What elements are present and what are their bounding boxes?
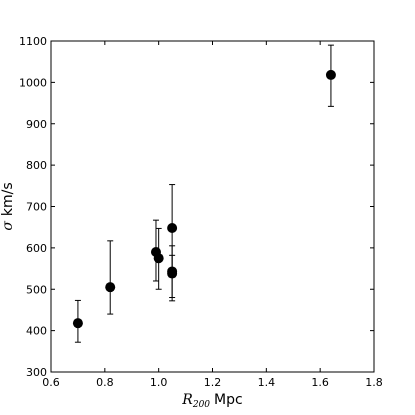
x-tick-label: 1.6 bbox=[311, 376, 329, 389]
data-point bbox=[153, 227, 164, 290]
point-marker bbox=[167, 223, 178, 234]
y-tick-label: 700 bbox=[26, 201, 47, 214]
x-axis-ticks: 0.6 0.8 1.0 1.2 1.4 1.6 1.8 bbox=[42, 41, 383, 389]
y-tick-label: 1000 bbox=[19, 76, 47, 89]
data-marks bbox=[72, 44, 336, 343]
y-tick-label: 500 bbox=[26, 283, 47, 296]
point-marker bbox=[105, 282, 116, 293]
data-point bbox=[105, 240, 116, 315]
point-marker bbox=[72, 318, 83, 329]
y-tick-label: 400 bbox=[26, 325, 47, 338]
x-axis-title: R200 Mpc bbox=[181, 392, 242, 410]
x-tick-label: 0.6 bbox=[42, 376, 60, 389]
point-marker bbox=[167, 268, 178, 279]
y-tick-label: 600 bbox=[26, 242, 47, 255]
x-axis-symbol: R bbox=[181, 392, 193, 408]
x-tick-label: 0.8 bbox=[96, 376, 114, 389]
data-point bbox=[325, 44, 336, 107]
y-axis-symbol: σ bbox=[0, 221, 16, 231]
plot-frame bbox=[50, 40, 375, 373]
y-axis-ticks: 300 400 500 600 700 800 900 1000 1100 bbox=[19, 35, 374, 379]
y-axis-title: σ km/s bbox=[0, 182, 16, 230]
y-axis-unit: km/s bbox=[0, 182, 16, 216]
point-marker bbox=[153, 253, 164, 264]
point-marker bbox=[325, 69, 336, 80]
x-tick-label: 1.2 bbox=[204, 376, 222, 389]
y-tick-label: 300 bbox=[26, 366, 47, 379]
data-point bbox=[167, 254, 178, 302]
data-point bbox=[150, 219, 161, 282]
x-axis-subscript: 200 bbox=[192, 400, 210, 410]
y-tick-label: 1100 bbox=[19, 35, 47, 48]
x-tick-label: 1.4 bbox=[258, 376, 276, 389]
x-axis-unit: Mpc bbox=[214, 392, 243, 408]
data-point bbox=[72, 299, 83, 343]
y-tick-label: 800 bbox=[26, 159, 47, 172]
y-tick-label: 900 bbox=[26, 118, 47, 131]
x-tick-label: 1.8 bbox=[365, 376, 383, 389]
x-tick-label: 1.0 bbox=[150, 376, 168, 389]
